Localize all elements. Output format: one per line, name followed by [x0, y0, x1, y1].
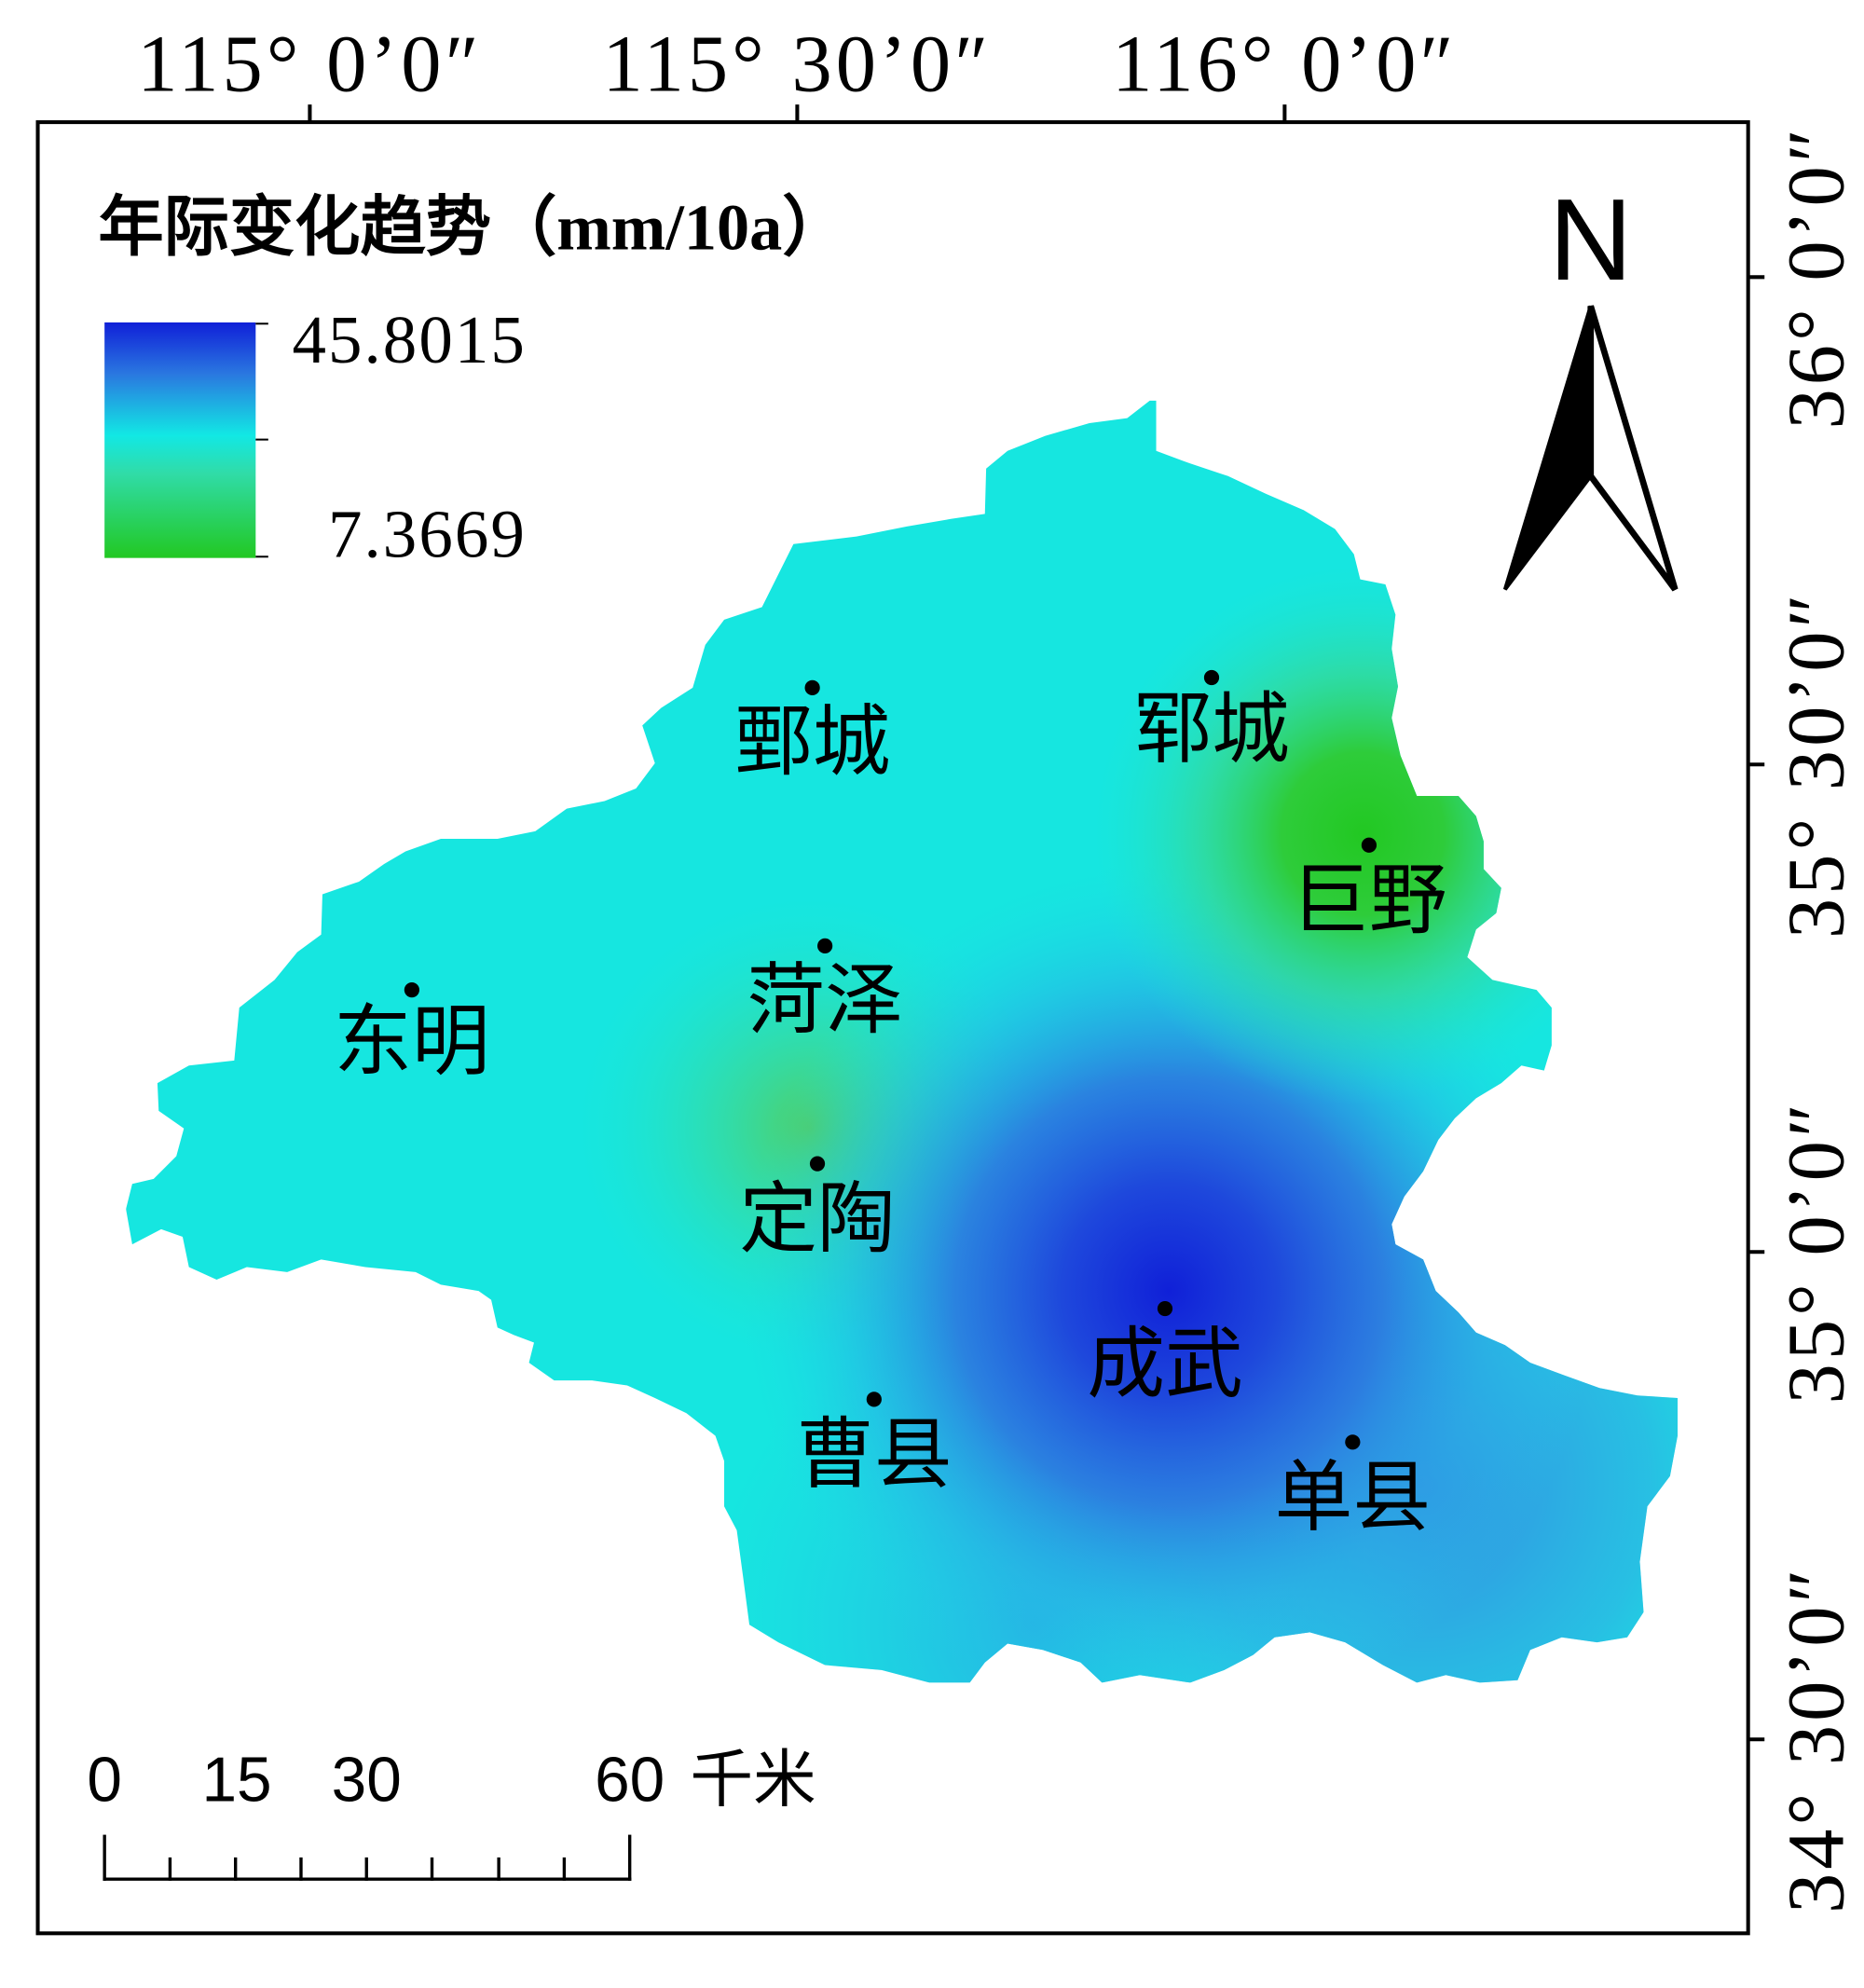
city-dongming: 东明: [334, 982, 490, 1086]
legend-high-value: 45.8015: [293, 302, 527, 377]
legend: 年际变化趋势（mm/10a） 45.8015 7.3669: [98, 192, 847, 572]
city-chengwu: 成武: [1087, 1300, 1243, 1408]
longitude-label: 115° 30’0″: [603, 19, 993, 108]
city-label: 曹县: [796, 1412, 953, 1499]
city-dingtao: 定陶: [739, 1156, 896, 1263]
north-arrow: N: [1502, 175, 1679, 592]
latitude-label: 34° 30’0″: [1772, 1565, 1861, 1913]
city-marker: [809, 1156, 826, 1172]
city-marker: [1203, 669, 1220, 686]
city-marker: [1345, 1434, 1361, 1450]
city-label: 菏泽: [747, 957, 903, 1044]
city-label: 东明: [334, 999, 490, 1086]
map-frame: [35, 120, 1750, 1936]
scale-label: 30: [332, 1745, 402, 1815]
city-marker: [1361, 837, 1377, 853]
scale-bar: 0 15 30 60 千米: [87, 1745, 816, 1881]
city-label: 巨野: [1291, 858, 1447, 945]
scale-label: 15: [201, 1745, 271, 1815]
city-juye: 巨野: [1291, 837, 1447, 945]
city-shanxian: 单县: [1275, 1434, 1432, 1542]
city-marker: [804, 679, 820, 695]
city-caoxian: 曹县: [796, 1392, 953, 1499]
latitude-label: 36° 0’0″: [1772, 125, 1861, 429]
city-marker: [817, 938, 833, 953]
trend-surface: [126, 400, 1678, 1683]
city-label: 单县: [1275, 1455, 1432, 1542]
longitude-ticks: [308, 104, 1287, 123]
city-marker: [404, 982, 420, 998]
longitude-labels: 115° 0’0″ 115° 30’0″ 116° 0’0″: [137, 19, 1457, 108]
city-marker: [866, 1392, 882, 1407]
city-yuncheng: 郓城: [1133, 669, 1290, 774]
north-arrow-right-half: [1587, 305, 1679, 592]
legend-ramp-ticks: [255, 322, 268, 558]
city-heze: 菏泽: [747, 938, 903, 1044]
scale-bar-lines: [103, 1834, 632, 1881]
city-label: 郓城: [1133, 687, 1290, 774]
longitude-label: 115° 0’0″: [137, 19, 482, 108]
legend-color-ramp: [104, 322, 256, 558]
longitude-label: 116° 0’0″: [1112, 19, 1457, 108]
juye-green-area: [1091, 563, 1634, 1105]
latitude-label: 35° 30’0″: [1772, 590, 1861, 939]
scale-label: 60: [595, 1745, 665, 1815]
north-label: N: [1549, 175, 1633, 305]
legend-title: 年际变化趋势（mm/10a）: [98, 192, 847, 265]
latitude-labels: 36° 0’0″ 35° 30’0″ 35° 0’0″ 34° 30’0″: [1772, 125, 1861, 1913]
city-label: 定陶: [739, 1176, 896, 1263]
scale-label: 0: [87, 1745, 122, 1815]
latitude-label: 35° 0’0″: [1772, 1100, 1861, 1404]
legend-low-value: 7.3669: [328, 496, 527, 571]
city-juancheng: 鄄城: [734, 679, 891, 786]
latitude-ticks: [1748, 275, 1765, 1742]
scale-unit-label: 千米: [691, 1745, 816, 1815]
cities: 鄄城 郓城 巨野 菏泽 东明 定陶 成武 曹县: [334, 669, 1447, 1542]
city-label: 成武: [1087, 1322, 1243, 1408]
north-arrow-left-half: [1502, 305, 1593, 591]
city-marker: [1157, 1300, 1173, 1317]
city-label: 鄄城: [734, 699, 891, 786]
